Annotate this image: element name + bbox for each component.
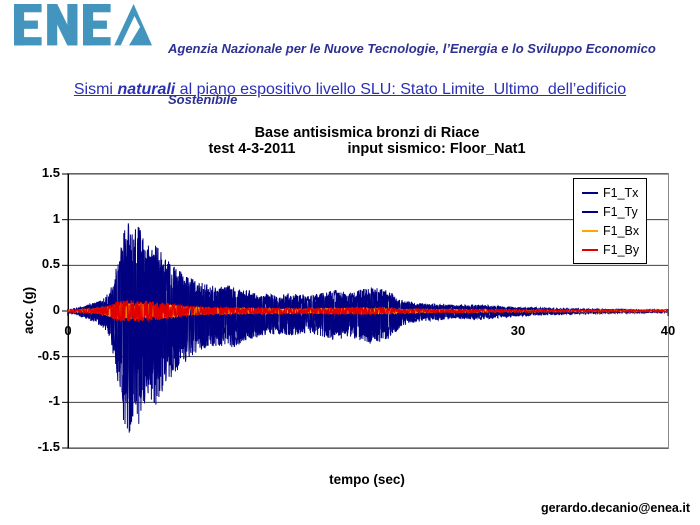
chart-title-test-label: test 4-3-2011 [208,141,296,157]
legend-item-F1_Bx: F1_Bx [582,222,639,239]
enea-logo-icon [14,4,152,46]
legend-item-F1_Ty: F1_Ty [582,203,639,220]
agency-name-line2: Sostenibile [168,92,238,107]
chart-title: Base antisismica bronzi di Riace test 4-… [67,125,667,157]
y-tick-label: 0 [52,302,60,317]
contact-email: gerardo.decanio@enea.it [540,501,690,515]
legend-line-sample [582,248,598,251]
y-axis-tick-labels: 1.5 1 0.5 0 -0.5 -1 -1.5 [20,165,62,454]
chart-title-line2: test 4-3-2011 input sismico: Floor_Nat1 [67,141,667,157]
legend-label: F1_Ty [603,204,638,219]
legend-label: F1_Bx [603,223,640,238]
y-tick-label: -1 [48,393,60,409]
y-tick-label: 1.5 [41,165,60,180]
legend-label: F1_By [603,242,640,257]
y-tick-label: 0.5 [41,256,60,272]
legend-line-sample [582,191,598,194]
slide-title-suffix: al piano espositivo livello SLU: Stato L… [175,81,627,98]
chart-legend: F1_Tx F1_Ty F1_Bx F1_By [573,178,648,264]
x-tick-label: 40 [661,323,675,338]
series-F1_By [67,299,669,323]
slide-title: Sismi naturali al piano espositivo livel… [0,81,700,99]
y-tick-label: -1.5 [37,439,60,454]
y-tick-label: -0.5 [37,347,60,363]
chart-title-input-label: input sismico: Floor_Nat1 [347,141,526,157]
legend-line-sample [582,210,598,213]
agency-name: Agenzia Nazionale per le Nuove Tecnologi… [168,6,693,142]
y-tick-label: 1 [52,210,60,226]
y-axis-title: acc. (g) [21,286,37,334]
chart-title-line1: Base antisismica bronzi di Riace [254,125,480,141]
legend-item-F1_By: F1_By [582,241,639,258]
waveform-svg: 010203040 [62,173,675,449]
legend-label: F1_Tx [603,185,639,200]
slide-title-prefix: Sismi [73,81,118,98]
agency-name-line1: Agenzia Nazionale per le Nuove Tecnologi… [168,41,656,56]
x-tick-label: 30 [511,323,525,338]
legend-line-sample [582,229,598,232]
legend-item-F1_Tx: F1_Tx [582,184,639,201]
slide-title-emphasis: naturali [117,81,176,98]
x-axis-title: tempo (sec) [329,472,405,487]
